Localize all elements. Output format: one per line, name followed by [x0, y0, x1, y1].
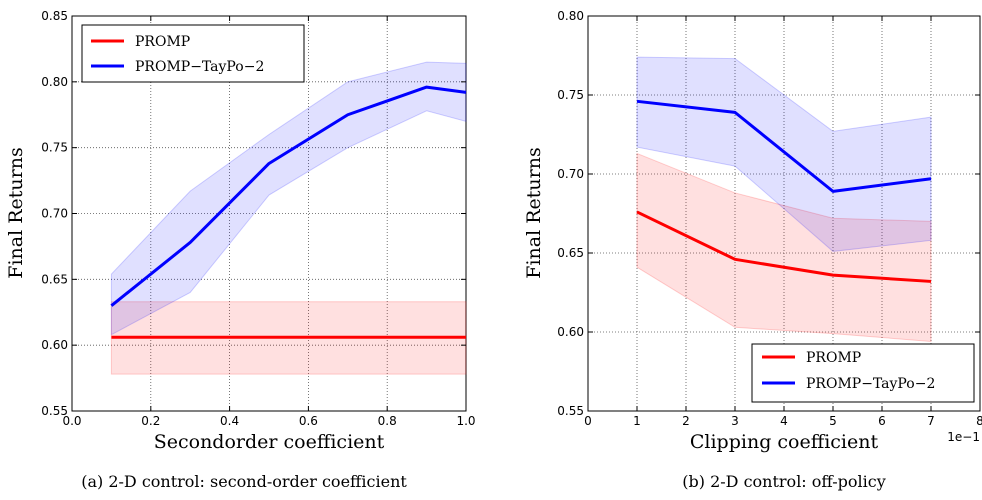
plot-b-x-tick-label: 3 — [731, 414, 739, 428]
plot-b-legend-box — [751, 343, 975, 403]
plot-b-x-tick-label: 4 — [780, 414, 788, 428]
plot-a-y-tick-label: 0.80 — [41, 75, 68, 89]
plot-a-line-series-1 — [110, 85, 467, 307]
plot-b-line-series-1 — [636, 99, 932, 193]
plot-b-y-tick-label: 0.60 — [557, 325, 584, 339]
plot-a-x-tick-label: 0.2 — [141, 414, 160, 428]
plot-b-x-tick-label: 8 — [976, 414, 982, 428]
plot-b-bands — [636, 56, 932, 343]
plot-a-y-tick-label: 0.65 — [41, 272, 68, 286]
plot-a-y-ticks: 0.55 0.60 0.65 0.70 0.75 0.80 0.85 — [41, 9, 466, 418]
plot-b-legend-label-promp: PROMP — [806, 350, 861, 366]
plot-b-x-tick-label: 6 — [878, 414, 886, 428]
plot-b-caption: (b) 2-D control: off-policy — [682, 472, 885, 491]
plot-b-axis-offset-label: 1e−1 — [947, 430, 980, 444]
plot-b-legend: PROMP PROMP−TayPo−2 — [751, 343, 975, 403]
plot-a-x-axis-label: Secondorder coefficient — [154, 431, 385, 453]
plot-b-x-tick-label: 2 — [682, 414, 690, 428]
plot-a-y-tick-label: 0.75 — [41, 141, 68, 155]
plot-b-grid — [588, 16, 980, 411]
plot-a-lines — [110, 85, 467, 339]
plot-a-y-tick-label: 0.55 — [41, 404, 68, 418]
plot-a-band-series-1 — [110, 61, 467, 336]
plot-b-x-tick-label: 5 — [829, 414, 837, 428]
plot-b-legend-label-taypo: PROMP−TayPo−2 — [806, 376, 935, 392]
plot-b-lines — [636, 99, 932, 283]
plot-b-band-series-1 — [636, 56, 932, 252]
plot-a-y-tick-label: 0.70 — [41, 207, 68, 221]
plot-a-x-ticks: 0.0 0.2 0.4 0.6 0.8 1.0 — [62, 16, 476, 428]
plot-a-y-axis-label: Final Returns — [5, 147, 27, 278]
plot-a-x-tick-label: 0.4 — [220, 414, 239, 428]
plot-a-x-tick-label: 1.0 — [456, 414, 475, 428]
plot-b-y-tick-label: 0.70 — [557, 167, 584, 181]
plot-a-y-tick-label: 0.60 — [41, 338, 68, 352]
plot-b-x-tick-label: 7 — [927, 414, 935, 428]
plot-a-y-tick-label: 0.85 — [41, 9, 68, 23]
plot-a-x-tick-label: 0.8 — [378, 414, 397, 428]
plot-a-x-tick-label: 0.6 — [299, 414, 318, 428]
plot-a-legend-box — [81, 24, 305, 83]
plot-b-x-tick-label: 0 — [584, 414, 592, 428]
plot-b-x-tick-label: 1 — [633, 414, 641, 428]
plot-b-y-ticks: 0.55 0.60 0.65 0.70 0.75 0.80 — [557, 9, 980, 418]
plot-b-y-tick-label: 0.80 — [557, 9, 584, 23]
plot-a-caption: (a) 2-D control: second-order coefficien… — [81, 472, 407, 491]
plot-a-legend-label-taypo: PROMP−TayPo−2 — [135, 59, 264, 75]
plot-b-x-ticks: 0 1 2 3 4 5 6 7 8 — [584, 16, 982, 428]
plot-b-y-axis-label: Final Returns — [523, 147, 545, 278]
plot-b-line-series-0 — [636, 210, 932, 283]
plot-a-x-tick-label: 0.0 — [62, 414, 81, 428]
plot-b-y-tick-label: 0.55 — [557, 404, 584, 418]
panel-a: 0.0 0.2 0.4 0.6 0.8 1.0 0.550.600.650.700.750… — [5, 9, 476, 491]
plot-a-legend: PROMP PROMP−TayPo−2 — [81, 24, 305, 83]
plot-a-legend-label-promp: PROMP — [135, 34, 190, 50]
plot-b-x-axis-label: Clipping coefficient — [690, 431, 879, 453]
plot-b-y-tick-label: 0.65 — [557, 246, 584, 260]
plot-b-band-series-0 — [636, 152, 932, 343]
plot-b-y-tick-label: 0.75 — [557, 88, 584, 102]
